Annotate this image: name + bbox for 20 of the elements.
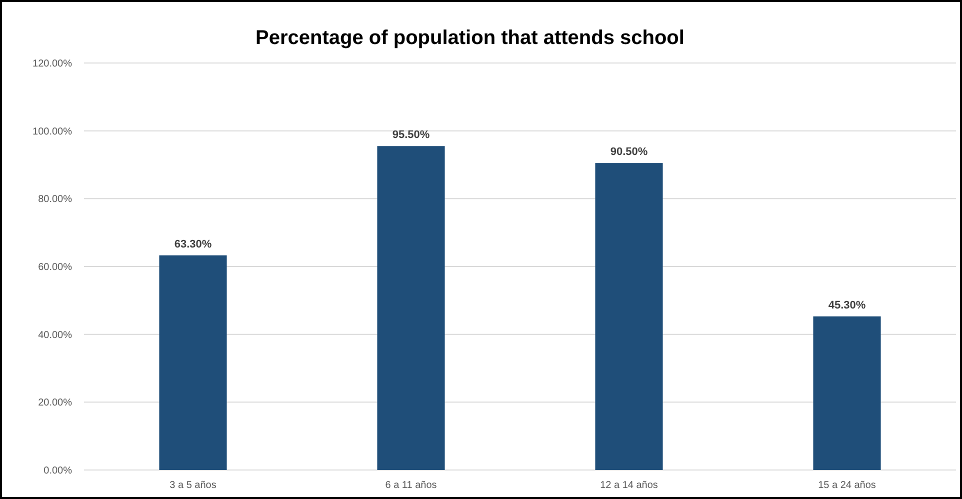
data-label: 90.50% <box>610 146 648 158</box>
bar <box>159 255 227 470</box>
y-tick-label: 0.00% <box>44 466 72 476</box>
data-label: 95.50% <box>392 129 430 142</box>
x-tick-label: 15 a 24 años <box>818 480 876 491</box>
bar <box>813 316 881 470</box>
bar <box>595 163 663 470</box>
y-tick-label: 60.00% <box>38 262 72 273</box>
bar <box>377 146 445 470</box>
y-tick-label: 40.00% <box>38 330 72 341</box>
x-tick-label: 12 a 14 años <box>600 480 658 491</box>
y-tick-label: 80.00% <box>38 194 72 206</box>
x-tick-label: 6 a 11 años <box>385 480 437 491</box>
y-tick-label: 20.00% <box>38 398 72 409</box>
y-tick-label: 100.00% <box>32 126 72 138</box>
data-label: 63.30% <box>174 238 212 250</box>
x-tick-label: 3 a 5 años <box>170 480 216 491</box>
y-tick-label: 120.00% <box>32 58 72 70</box>
data-label: 45.30% <box>828 299 866 312</box>
chart-title: Percentage of population that attends school <box>256 27 684 49</box>
